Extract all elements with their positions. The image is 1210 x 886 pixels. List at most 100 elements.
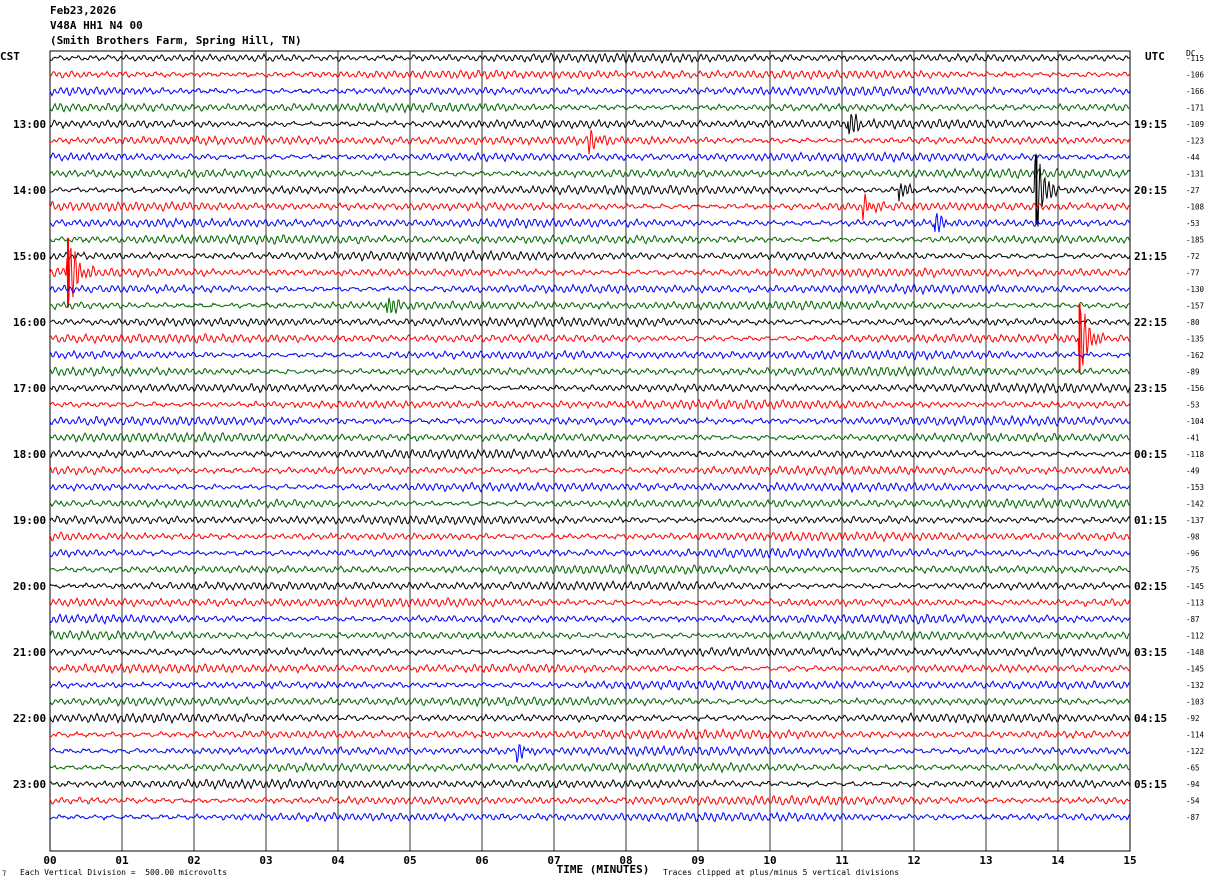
header-location: (Smith Brothers Farm, Spring Hill, TN) — [50, 34, 302, 47]
dc-offset-label: -113 — [1186, 599, 1204, 608]
left-hour-label: 18:00 — [13, 448, 46, 461]
x-axis-title: TIME (MINUTES) — [557, 863, 650, 876]
dc-offset-label: -77 — [1186, 269, 1200, 278]
trace-row — [49, 69, 1131, 81]
x-tick-label: 11 — [835, 854, 849, 867]
trace-row — [49, 481, 1131, 494]
dc-offset-label: -103 — [1186, 698, 1204, 707]
left-hour-label: 21:00 — [13, 646, 46, 659]
left-timezone-label: CST — [0, 50, 20, 63]
dc-offset-label: -65 — [1186, 764, 1200, 773]
dc-offset-label: -44 — [1186, 153, 1200, 162]
trace-row — [49, 695, 1131, 708]
trace-row — [49, 431, 1131, 444]
trace-row — [49, 612, 1131, 625]
dc-offset-label: -137 — [1186, 516, 1204, 525]
trace-row — [49, 193, 1131, 221]
dc-offset-label: -130 — [1186, 285, 1205, 294]
dc-offset-label: -142 — [1186, 500, 1204, 509]
trace-row — [49, 213, 1131, 233]
trace-row — [49, 316, 1131, 329]
x-tick-label: 07 — [547, 854, 560, 867]
dc-offset-label: -122 — [1186, 747, 1204, 756]
trace-row — [50, 564, 1131, 575]
dc-offset-label: -87 — [1186, 615, 1200, 624]
dc-offset-label: -123 — [1186, 137, 1204, 146]
dc-offset-label: -89 — [1186, 368, 1200, 377]
trace-row — [49, 547, 1131, 560]
dc-offset-label: -162 — [1186, 351, 1204, 360]
trace-row — [49, 811, 1131, 823]
right-hour-label: 01:15 — [1134, 514, 1167, 527]
dc-offset-label: -54 — [1186, 797, 1200, 806]
right-hour-label: 19:15 — [1134, 118, 1167, 131]
header-station: V48A HH1 N4 00 — [50, 19, 143, 32]
dc-offset-label: -156 — [1186, 384, 1205, 393]
x-tick-label: 15 — [1123, 854, 1136, 867]
dc-offset-label: -72 — [1186, 252, 1200, 261]
trace-row — [49, 233, 1131, 246]
dc-offset-label: -104 — [1186, 417, 1205, 426]
trace-row — [49, 744, 1131, 763]
right-timezone-label: UTC — [1145, 50, 1165, 63]
trace-row — [49, 247, 1131, 308]
dc-offset-label: -96 — [1186, 549, 1200, 558]
trace-row — [49, 307, 1131, 366]
dc-offset-label: -157 — [1186, 302, 1204, 311]
scale-icon: ⁊ — [2, 868, 6, 877]
x-tick-label: 14 — [1051, 854, 1065, 867]
x-tick-label: 13 — [979, 854, 992, 867]
dc-offset-label: -135 — [1186, 335, 1204, 344]
left-hour-label: 16:00 — [13, 316, 46, 329]
trace-row — [50, 727, 1131, 741]
trace-row — [49, 249, 1131, 263]
trace-row — [49, 465, 1131, 477]
left-hour-label: 19:00 — [13, 514, 46, 527]
dc-offset-label: -185 — [1186, 236, 1204, 245]
trace-row — [49, 761, 1131, 774]
trace-row — [49, 102, 1131, 114]
right-hour-label: 22:15 — [1134, 316, 1167, 329]
x-tick-label: 10 — [763, 854, 776, 867]
trace-row — [49, 398, 1131, 411]
trace-row — [50, 153, 1131, 227]
dc-offset-label: -27 — [1186, 186, 1200, 195]
trace-row — [49, 113, 1131, 135]
x-tick-label: 04 — [331, 854, 345, 867]
trace-row — [49, 282, 1131, 296]
dc-offset-label: -94 — [1186, 780, 1200, 789]
vertical-division-note: Each Vertical Division = 500.00 microvol… — [20, 868, 228, 877]
right-hour-label: 20:15 — [1134, 184, 1167, 197]
trace-row — [49, 514, 1131, 527]
x-tick-label: 00 — [43, 854, 56, 867]
trace-row — [49, 629, 1131, 642]
trace-row — [49, 794, 1131, 807]
right-hour-label: 21:15 — [1134, 250, 1167, 263]
dc-offset-label: -166 — [1186, 87, 1205, 96]
right-hour-label: 02:15 — [1134, 580, 1167, 593]
x-tick-label: 06 — [475, 854, 489, 867]
right-hour-label: 00:15 — [1134, 448, 1167, 461]
dc-offset-label: -114 — [1186, 731, 1205, 740]
dc-offset-label: -109 — [1186, 120, 1204, 129]
trace-row — [49, 151, 1131, 163]
x-tick-label: 02 — [187, 854, 200, 867]
trace-row — [49, 530, 1131, 543]
trace-row — [49, 777, 1131, 791]
dc-header-label: DC — [1186, 49, 1196, 58]
left-hour-label: 23:00 — [13, 778, 46, 791]
dc-offset-label: -49 — [1186, 467, 1200, 476]
right-hour-label: 23:15 — [1134, 382, 1167, 395]
trace-row — [49, 679, 1131, 691]
dc-offset-label: -98 — [1186, 533, 1200, 542]
x-tick-label: 09 — [691, 854, 704, 867]
x-tick-label: 08 — [619, 854, 632, 867]
dc-offset-label: -75 — [1186, 566, 1200, 575]
x-tick-label: 12 — [907, 854, 920, 867]
dc-offset-label: -53 — [1186, 401, 1200, 410]
trace-row — [49, 447, 1131, 461]
right-hour-label: 05:15 — [1134, 778, 1167, 791]
dc-offset-label: -87 — [1186, 813, 1200, 822]
trace-row — [49, 85, 1131, 97]
